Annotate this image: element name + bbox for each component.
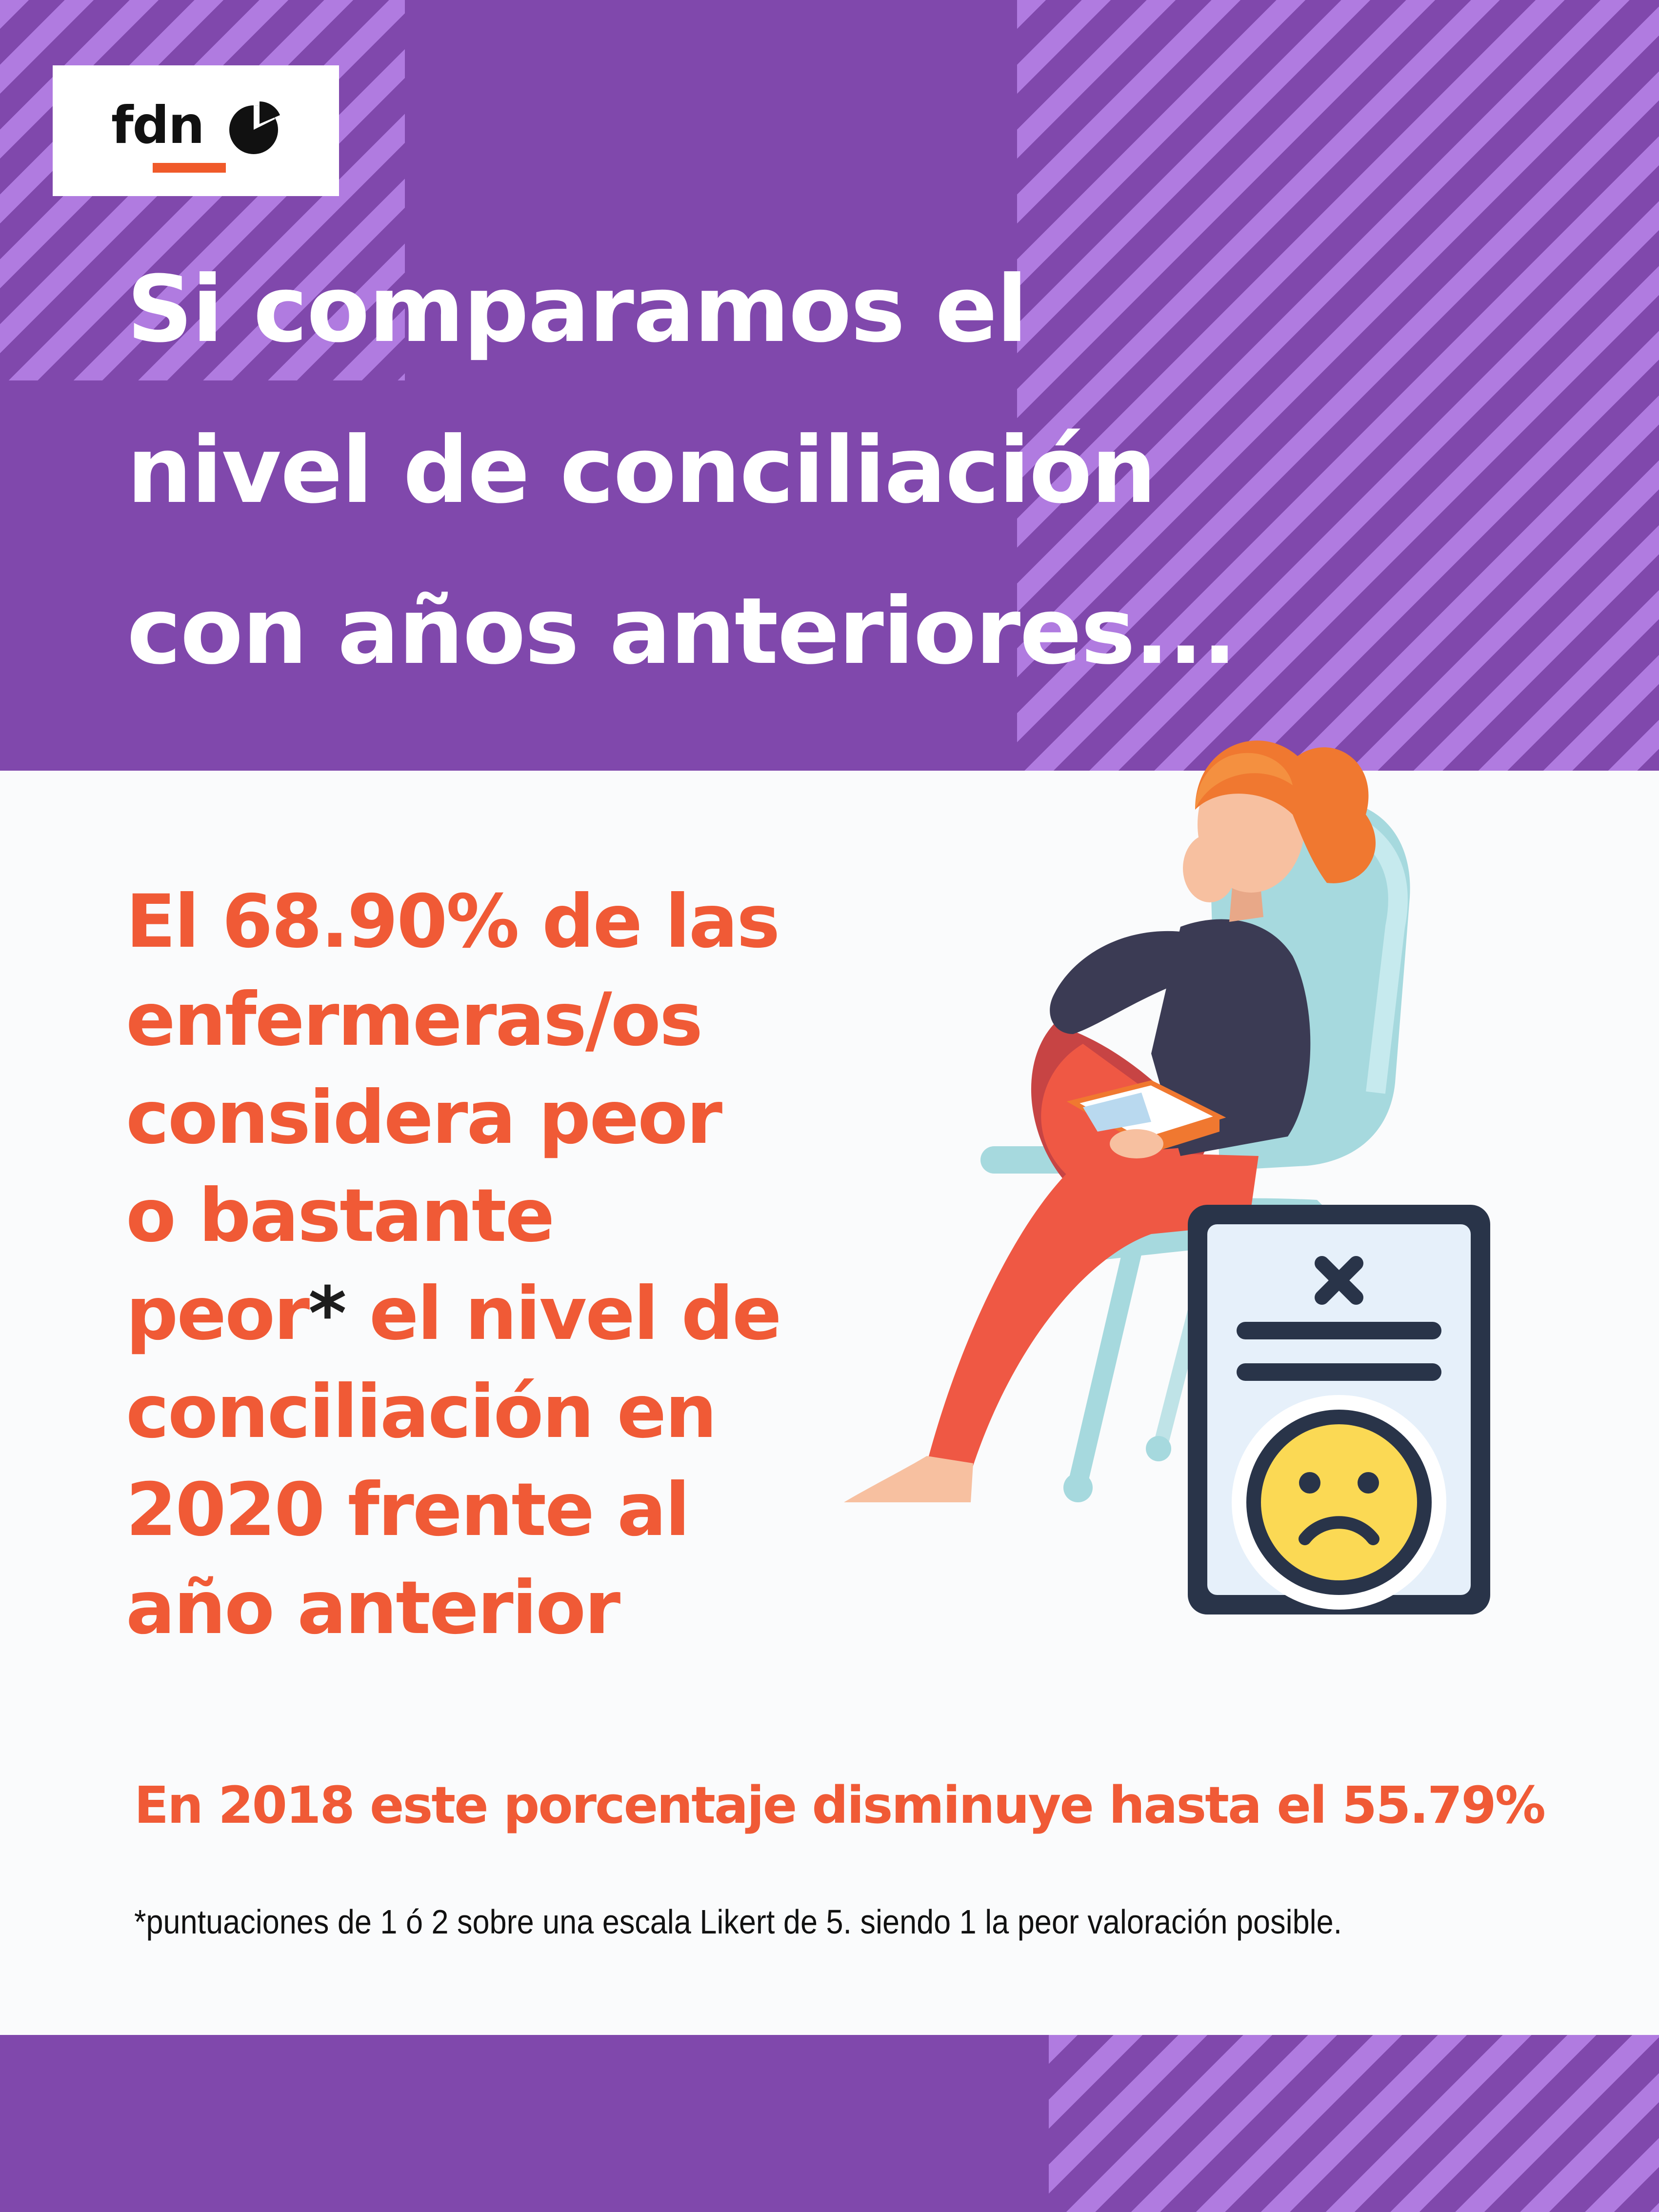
- header-banner: fdn Si comparamos el nivel de conciliaci…: [0, 0, 1659, 771]
- statement-line-8: año anterior: [126, 1566, 620, 1651]
- stripe-pattern-footer: [1049, 2035, 1659, 2212]
- woman-reading-in-chair-icon: [844, 740, 1490, 1614]
- logo-pie-icon: [229, 101, 280, 154]
- statement-line-1: El 68.90% de las: [126, 879, 780, 964]
- statement-line-5: peor* el nivel de: [126, 1265, 916, 1363]
- main-statement: El 68.90% de las enfermeras/os considera…: [126, 873, 916, 1657]
- stripe-pattern-right: [1017, 0, 1659, 771]
- footer-banner: [0, 2035, 1659, 2212]
- fdn-logo: fdn: [53, 65, 339, 196]
- comparison-text: En 2018 este porcentaje disminuye hasta …: [134, 1775, 1546, 1835]
- headline-line-1: Si comparamos el: [127, 256, 1028, 363]
- statement-line-3: considera peor: [126, 1076, 722, 1160]
- statement-line-5-start: peor: [126, 1272, 310, 1356]
- logo-text: fdn: [111, 96, 205, 155]
- footnote: *puntuaciones de 1 ó 2 sobre una escala …: [134, 1903, 1342, 1941]
- logo-underline: [153, 163, 226, 173]
- statement-line-7: 2020 frente al: [126, 1468, 690, 1553]
- statement-line-4: o bastante: [126, 1174, 555, 1258]
- rejected-document-sad-face-icon: [1188, 1205, 1490, 1614]
- statement-line-5-end: el nivel de: [345, 1272, 782, 1356]
- statement-line-6: conciliación en: [126, 1370, 717, 1455]
- headline-line-2: nivel de conciliación: [127, 417, 1157, 524]
- statement-line-2: enfermeras/os: [126, 977, 703, 1062]
- footnote-asterisk: *: [308, 1272, 346, 1356]
- headline-line-3: con años anteriores...: [127, 578, 1237, 685]
- headline: Si comparamos el nivel de conciliación c…: [127, 229, 1541, 712]
